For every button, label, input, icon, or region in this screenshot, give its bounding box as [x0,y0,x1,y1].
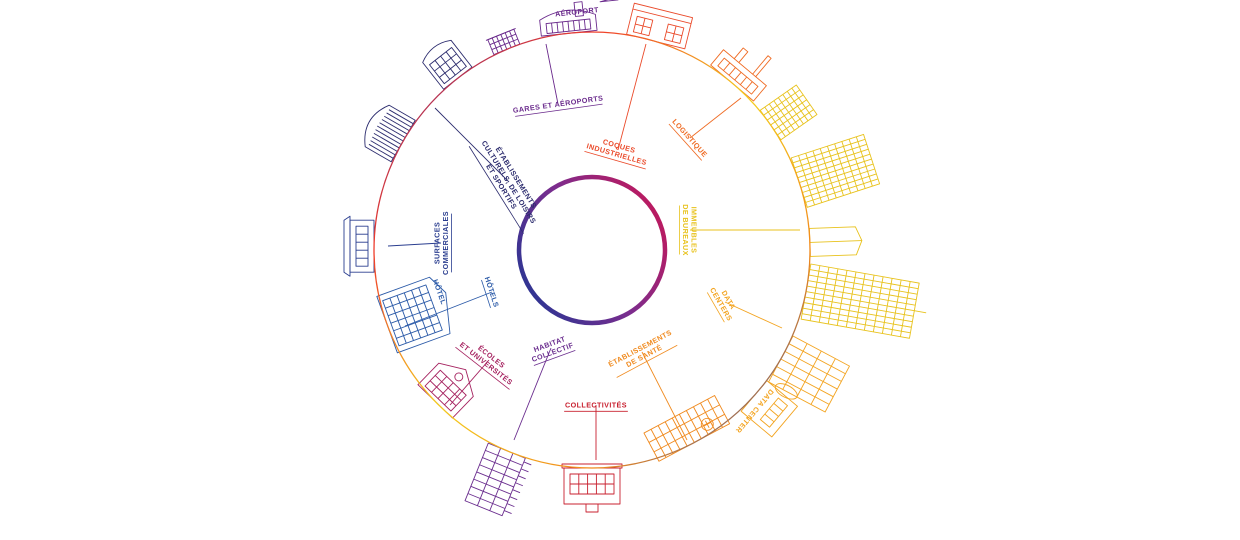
office-tower-icon [759,84,818,141]
leader-line-logistique [689,97,742,139]
label-underline-ecoles [455,346,510,390]
shop-icon [343,215,375,277]
airport-building-icon: AÉROPORT [539,0,623,37]
data-center-icon: DATA CENTER [734,380,798,438]
label-text-logistique: LOGISTIQUE [670,117,709,159]
label-underline-hotels [481,279,491,309]
sector-label-commerces: SURFACES COMMERCIALES [432,211,453,275]
label-underline-gares [515,103,603,117]
hotel-icon: HÔTEL [376,276,451,354]
data-center-icon [768,335,850,413]
leader-line-hotels [404,291,493,327]
leader-line-sante [641,351,688,441]
inner-ring [516,174,668,326]
sector-label-gares: GARES ET AÉROPORTS [512,93,604,117]
label-text-bureaux: IMMEUBLES [690,207,699,254]
industrial-building-icon [626,2,694,50]
label-text-loisirs: CULTURELS, DE LOISIRS [480,139,539,225]
sector-label-collectivites: COLLECTIVITÉS [564,401,628,412]
town-hall-icon [561,463,623,513]
leader-line-coques [617,43,647,151]
leader-line-loisirs [434,107,510,183]
school-icon [417,362,474,419]
label-text-commerces: SURFACES [432,222,441,264]
office-tower-icon [790,133,881,208]
leader-line-habitat [513,347,552,441]
label-underline-sante [616,344,678,378]
hotel-sign: HÔTEL [431,278,449,306]
sector-label-hotels: HÔTELS [481,276,501,309]
outer-ring [373,31,811,469]
warehouse-icon [710,47,772,102]
label-text-gares: GARES ET AÉROPORTS [512,93,604,115]
stadium-icon [364,104,416,163]
sector-label-logistique: LOGISTIQUE [668,117,709,161]
label-underline-habitat [533,350,576,366]
leader-line-ecoles [449,359,490,406]
office-tower-icon [800,263,927,339]
hospital-icon [643,395,731,462]
leaders-layer [387,43,800,460]
leader-line-commerces [387,242,442,247]
leader-line-gares [545,43,559,105]
label-text-collectivites: COLLECTIVITÉS [565,401,627,410]
label-underline-loisirs [468,146,524,234]
leader-line-datacenters [724,301,783,329]
label-underline-coques [584,151,646,170]
stadium-icon [422,39,473,90]
label-text-bureaux: DE BUREAUX [681,204,690,256]
label-text-commerces: COMMERCIALES [441,211,450,275]
label-underline-datacenters [706,292,725,323]
office-tower-icon [808,226,863,257]
apartment-building-icon [464,442,532,517]
label-underline-logistique [668,123,703,161]
